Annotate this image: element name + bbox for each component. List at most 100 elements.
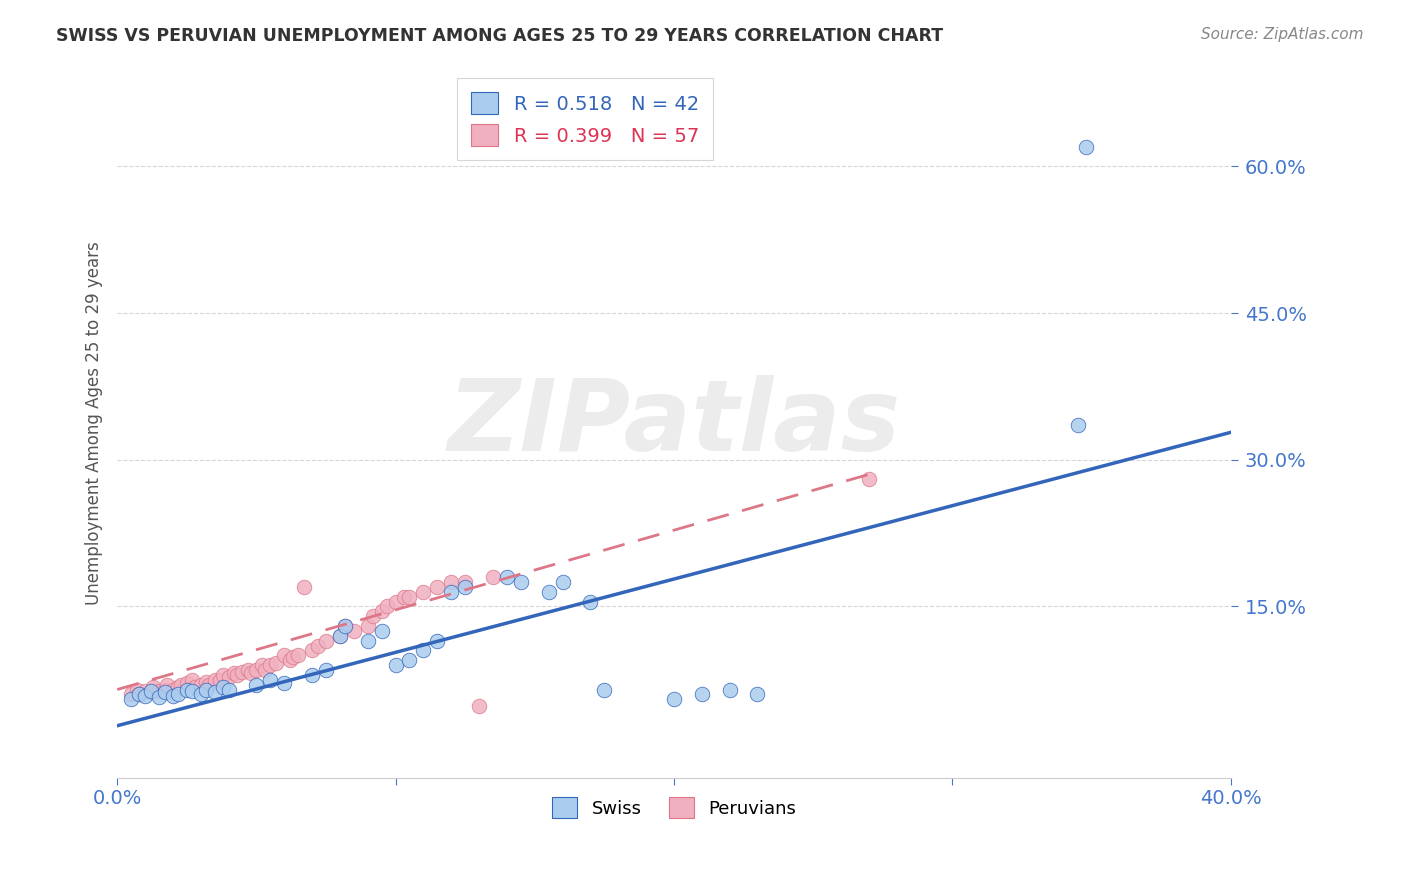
Point — [718, 682, 741, 697]
Point — [153, 685, 176, 699]
Point — [496, 570, 519, 584]
Point — [1066, 418, 1088, 433]
Point — [156, 678, 179, 692]
Point — [142, 680, 165, 694]
Point — [278, 653, 301, 667]
Point — [195, 674, 218, 689]
Point — [335, 619, 357, 633]
Point — [190, 678, 212, 692]
Point — [509, 574, 531, 589]
Point — [125, 682, 148, 697]
Y-axis label: Unemployment Among Ages 25 to 29 years: Unemployment Among Ages 25 to 29 years — [86, 241, 103, 605]
Point — [162, 690, 184, 704]
Point — [181, 684, 204, 698]
Point — [426, 580, 449, 594]
Point — [167, 680, 190, 694]
Point — [153, 682, 176, 697]
Point — [190, 688, 212, 702]
Point — [747, 688, 769, 702]
Point — [128, 688, 150, 702]
Point — [204, 673, 226, 687]
Point — [370, 624, 392, 638]
Point — [224, 665, 246, 680]
Point — [363, 609, 385, 624]
Point — [134, 690, 156, 704]
Point — [253, 663, 276, 677]
Point — [440, 584, 463, 599]
Point — [307, 639, 329, 653]
Point — [398, 590, 420, 604]
Point — [209, 673, 232, 687]
Point — [329, 629, 352, 643]
Point — [593, 682, 616, 697]
Point — [281, 650, 304, 665]
Text: Source: ZipAtlas.com: Source: ZipAtlas.com — [1201, 27, 1364, 42]
Point — [231, 665, 253, 679]
Point — [551, 574, 574, 589]
Point — [315, 663, 337, 677]
Point — [1074, 140, 1097, 154]
Text: ZIPatlas: ZIPatlas — [447, 375, 900, 472]
Legend: Swiss, Peruvians: Swiss, Peruvians — [544, 790, 803, 825]
Point — [148, 684, 170, 698]
Point — [120, 688, 142, 702]
Point — [454, 574, 477, 589]
Point — [292, 580, 315, 594]
Point — [329, 629, 352, 643]
Point — [195, 682, 218, 697]
Point — [662, 692, 685, 706]
Point — [167, 688, 190, 702]
Point — [357, 619, 380, 633]
Point — [301, 643, 323, 657]
Point — [335, 619, 357, 633]
Point — [245, 678, 267, 692]
Point — [236, 663, 259, 677]
Point — [690, 688, 713, 702]
Point — [343, 624, 366, 638]
Point — [287, 648, 309, 663]
Point — [176, 675, 198, 690]
Point — [440, 574, 463, 589]
Point — [259, 673, 281, 687]
Point — [184, 680, 207, 694]
Point — [239, 665, 262, 680]
Point — [264, 656, 287, 670]
Point — [198, 678, 221, 692]
Point — [454, 580, 477, 594]
Point — [537, 584, 560, 599]
Point — [384, 658, 406, 673]
Point — [273, 648, 295, 663]
Point — [218, 670, 240, 684]
Point — [579, 594, 602, 608]
Point — [212, 668, 235, 682]
Point — [120, 692, 142, 706]
Point — [412, 584, 434, 599]
Point — [375, 599, 398, 614]
Point — [139, 684, 162, 698]
Point — [250, 658, 273, 673]
Point — [482, 570, 505, 584]
Point — [162, 682, 184, 697]
Text: SWISS VS PERUVIAN UNEMPLOYMENT AMONG AGES 25 TO 29 YEARS CORRELATION CHART: SWISS VS PERUVIAN UNEMPLOYMENT AMONG AGE… — [56, 27, 943, 45]
Point — [273, 675, 295, 690]
Point — [181, 673, 204, 687]
Point — [148, 690, 170, 705]
Point — [392, 590, 415, 604]
Point — [259, 658, 281, 673]
Point — [128, 688, 150, 702]
Point — [218, 682, 240, 697]
Point — [204, 685, 226, 699]
Point — [858, 472, 880, 486]
Point — [170, 678, 193, 692]
Point — [412, 643, 434, 657]
Point — [370, 604, 392, 618]
Point — [134, 684, 156, 698]
Point — [301, 668, 323, 682]
Point — [225, 668, 247, 682]
Point — [357, 633, 380, 648]
Point — [468, 699, 491, 714]
Point — [315, 633, 337, 648]
Point — [139, 685, 162, 699]
Point — [398, 653, 420, 667]
Point — [426, 633, 449, 648]
